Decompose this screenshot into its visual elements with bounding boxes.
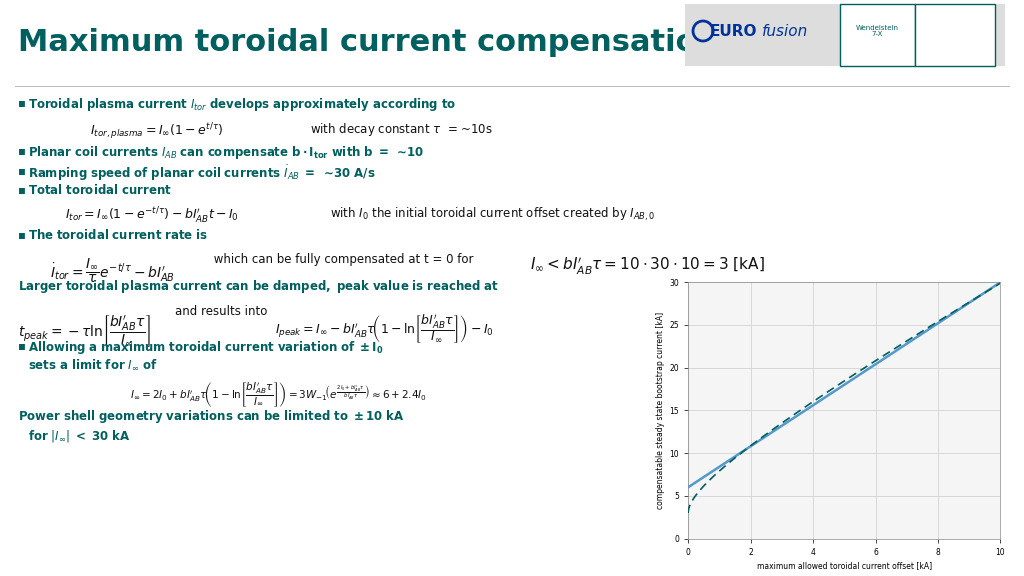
Text: ▪: ▪: [18, 96, 26, 109]
Text: ▪: ▪: [18, 228, 26, 241]
Text: Maximum toroidal current compensation: Maximum toroidal current compensation: [18, 28, 718, 57]
Text: ▪: ▪: [18, 183, 26, 196]
Text: which can be fully compensated at t = 0 for: which can be fully compensated at t = 0 …: [210, 253, 473, 266]
Text: $\dot{I}_{tor} = \dfrac{I_{\infty}}{\tau}e^{-t/\tau}-bI_{AB}^{\prime}$: $\dot{I}_{tor} = \dfrac{I_{\infty}}{\tau…: [50, 256, 175, 285]
Text: $I_{tor,plasma} = I_{\infty}\left(1-e^{t/\tau}\right)$: $I_{tor,plasma} = I_{\infty}\left(1-e^{t…: [90, 121, 223, 142]
Text: $\mathbf{Allowing\ a\ maximum\ toroidal\ current\ variation\ of\ \pm I_0}$: $\mathbf{Allowing\ a\ maximum\ toroidal\…: [28, 339, 384, 356]
Text: $\mathbf{for\ }|I_{\infty}|\mathbf{\ <\ 30\ kA}$: $\mathbf{for\ }|I_{\infty}|\mathbf{\ <\ …: [28, 428, 130, 444]
FancyBboxPatch shape: [840, 4, 915, 66]
Text: $\mathbf{Planar\ coil\ currents\ }I_{AB}\mathbf{\ can\ compensate\ b\cdot I_{tor: $\mathbf{Planar\ coil\ currents\ }I_{AB}…: [28, 144, 425, 161]
Text: $\mathbf{Power\ shell\ geometry\ variations\ can\ be\ limited\ to\ \pm10\ kA}$: $\mathbf{Power\ shell\ geometry\ variati…: [18, 408, 404, 425]
Text: and results into: and results into: [175, 305, 267, 318]
Text: $\mathbf{Toroidal\ plasma\ current\ }I_{tor}\mathbf{\ develops\ approximately\ a: $\mathbf{Toroidal\ plasma\ current\ }I_{…: [28, 96, 456, 113]
Text: Wendelstein
7-X: Wendelstein 7-X: [855, 25, 898, 37]
Text: $\mathbf{Ramping\ speed\ of\ planar\ coil\ currents\ }\dot{I}_{AB}\mathbf{\ =\ \: $\mathbf{Ramping\ speed\ of\ planar\ coi…: [28, 164, 376, 184]
FancyBboxPatch shape: [685, 4, 1005, 66]
Text: $I_{tor} = I_{\infty}\left(1-e^{-t/\tau}\right)-bI_{AB}^{\prime}t-I_0$: $I_{tor} = I_{\infty}\left(1-e^{-t/\tau}…: [65, 206, 239, 226]
FancyBboxPatch shape: [915, 4, 995, 66]
Text: with $I_0$ the initial toroidal current offset created by $I_{AB,0}$: with $I_0$ the initial toroidal current …: [330, 206, 655, 223]
Text: $I_{peak} = I_{\infty}-bI_{AB}^{\prime}\tau\!\left(1-\ln\!\left[\dfrac{bI_{AB}^{: $I_{peak} = I_{\infty}-bI_{AB}^{\prime}\…: [275, 313, 494, 346]
Text: $I_{\infty} = 2I_0 + bI_{AB}^{\prime}\tau\!\left(1-\ln\!\left[\dfrac{bI_{AB}^{\p: $I_{\infty} = 2I_0 + bI_{AB}^{\prime}\ta…: [130, 380, 427, 409]
Text: with decay constant $\tau$  = ~10s: with decay constant $\tau$ = ~10s: [310, 121, 493, 138]
Text: fusion: fusion: [762, 24, 808, 39]
Text: $\mathbf{The\ toroidal\ current\ rate\ is}$: $\mathbf{The\ toroidal\ current\ rate\ i…: [28, 228, 208, 242]
Text: ▪: ▪: [18, 164, 26, 177]
Text: $t_{peak} = -\tau\ln\!\left[\dfrac{bI_{AB}^{\prime}\tau}{I_{\infty}}\right]$: $t_{peak} = -\tau\ln\!\left[\dfrac{bI_{A…: [18, 313, 152, 348]
X-axis label: maximum allowed toroidal current offset [kA]: maximum allowed toroidal current offset …: [757, 561, 932, 570]
Y-axis label: compensatable steady state bootstrap current [kA]: compensatable steady state bootstrap cur…: [656, 312, 666, 509]
Text: $\mathbf{Total\ toroidal\ current}$: $\mathbf{Total\ toroidal\ current}$: [28, 183, 172, 197]
Text: ▪: ▪: [18, 339, 26, 352]
Text: EURO: EURO: [710, 24, 758, 39]
Text: ▪: ▪: [18, 144, 26, 157]
Text: $\mathbf{sets\ a\ limit\ for\ }I_{\infty}\mathbf{\ of}$: $\mathbf{sets\ a\ limit\ for\ }I_{\infty…: [28, 358, 158, 372]
Text: $\mathbf{Larger\ toroidal\ plasma\ current\ can\ be\ damped,\ peak\ value\ is\ r: $\mathbf{Larger\ toroidal\ plasma\ curre…: [18, 278, 500, 295]
Text: $I_{\infty} < bI_{AB}^{\prime}\tau = 10\cdot30\cdot10 = 3\ \mathrm{[kA]}$: $I_{\infty} < bI_{AB}^{\prime}\tau = 10\…: [530, 256, 765, 277]
